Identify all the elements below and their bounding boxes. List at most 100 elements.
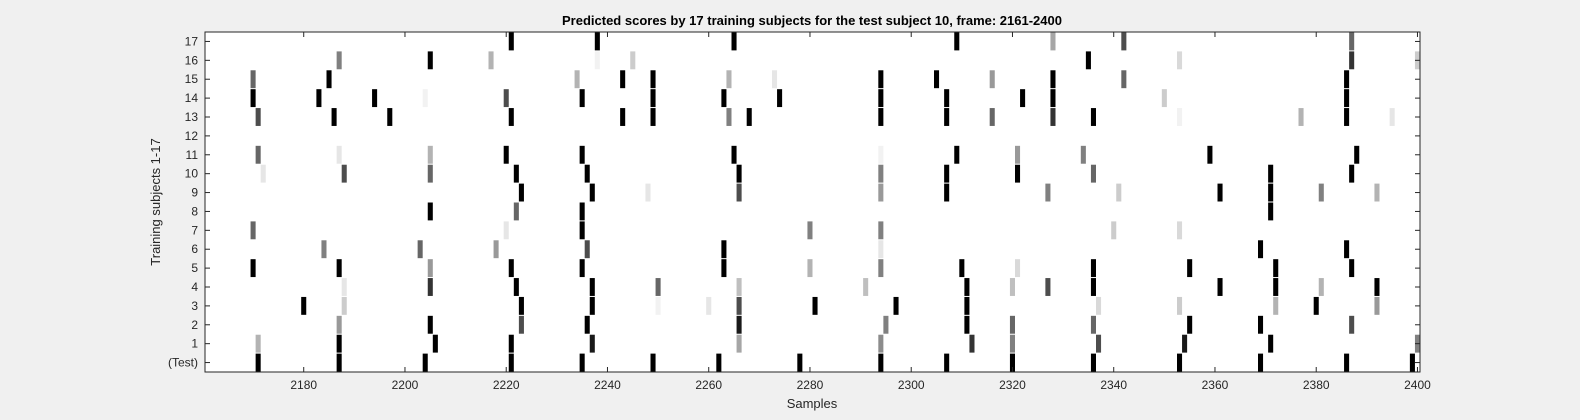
cell-row17-mark6: [1349, 32, 1355, 51]
cell-row7-mark3: [807, 221, 813, 240]
cell-row13-mark4: [620, 108, 626, 126]
cell-row10-mark2: [427, 164, 433, 183]
cell-row9-mark7: [1116, 183, 1122, 202]
cell-row0-mark2: [422, 353, 428, 372]
cell-row0-mark12: [1177, 353, 1183, 372]
cell-row9-mark11: [1374, 183, 1380, 202]
cell-row14-mark4: [503, 89, 509, 108]
cell-row3-mark5: [706, 296, 712, 315]
cell-row3-mark1: [341, 296, 347, 315]
cell-row17-mark0: [508, 32, 514, 51]
cell-row14-mark2: [372, 89, 378, 108]
cell-row1-mark0: [255, 334, 261, 353]
cell-row15-mark11: [1121, 70, 1127, 89]
cell-row4-mark7: [964, 278, 970, 296]
cell-row3-mark10: [1096, 296, 1102, 315]
cell-row14-mark14: [1344, 89, 1350, 108]
cell-row13-mark10: [989, 108, 995, 126]
chart-title: Predicted scores by 17 training subjects…: [562, 13, 1062, 28]
cell-row11-mark11: [1354, 145, 1360, 164]
x-tick-label-11: 2400: [1404, 378, 1431, 392]
cell-row13-mark1: [331, 108, 337, 126]
cell-row6-mark0: [321, 240, 327, 259]
cell-row0-mark6: [716, 353, 722, 372]
cell-row9-mark10: [1318, 183, 1324, 202]
cell-row5-mark1: [336, 259, 342, 278]
cell-row16-mark3: [594, 51, 600, 70]
cell-row4-mark9: [1045, 278, 1051, 296]
cell-row5-mark4: [579, 259, 585, 278]
cell-row10-mark1: [341, 164, 347, 183]
cell-row8-mark3: [1268, 202, 1274, 221]
cell-row16-mark5: [1085, 51, 1091, 70]
cell-row11-mark4: [579, 145, 585, 164]
cell-row10-mark6: [878, 164, 884, 183]
cell-row0-mark9: [944, 353, 950, 372]
cell-row14-mark9: [878, 89, 884, 108]
cell-row9-mark3: [736, 183, 742, 202]
cell-row1-mark8: [1009, 334, 1015, 353]
y-tick-label-0: (Test): [168, 356, 198, 370]
cell-row10-mark11: [1349, 164, 1355, 183]
cell-row15-mark9: [989, 70, 995, 89]
y-tick-label-8: 8: [191, 204, 198, 218]
y-tick-label-7: 7: [191, 223, 198, 237]
cell-row0-mark3: [508, 353, 514, 372]
cell-row4-mark2: [513, 278, 519, 296]
cell-row13-mark0: [255, 108, 261, 126]
cell-row2-mark2: [518, 315, 524, 334]
y-tick-label-17: 17: [185, 34, 199, 48]
cell-row4-mark3: [589, 278, 595, 296]
cell-row3-mark9: [964, 296, 970, 315]
cell-row5-mark11: [1187, 259, 1193, 278]
cell-row9-mark0: [518, 183, 524, 202]
cell-row13-mark6: [726, 108, 732, 126]
cell-row13-mark5: [650, 108, 656, 126]
cell-row15-mark7: [878, 70, 884, 89]
cell-row16-mark0: [336, 51, 342, 70]
y-tick-label-15: 15: [185, 72, 199, 86]
cell-row13-mark12: [1090, 108, 1096, 126]
cell-row3-mark7: [812, 296, 818, 315]
cell-row6-mark1: [417, 240, 423, 259]
cell-row13-mark11: [1050, 108, 1056, 126]
cell-row4-mark4: [655, 278, 661, 296]
cell-row4-mark14: [1374, 278, 1380, 296]
cell-row10-mark4: [584, 164, 590, 183]
cell-row0-mark15: [1409, 353, 1415, 372]
cell-row13-mark3: [508, 108, 514, 126]
cell-row11-mark0: [255, 145, 261, 164]
cell-row0-mark7: [797, 353, 803, 372]
cell-row3-mark12: [1273, 296, 1279, 315]
cell-row16-mark4: [630, 51, 636, 70]
cell-row16-mark1: [427, 51, 433, 70]
y-tick-label-13: 13: [185, 110, 199, 124]
cell-row11-mark9: [1080, 145, 1086, 164]
cell-row17-mark2: [731, 32, 737, 51]
cell-row14-mark10: [944, 89, 950, 108]
cell-row5-mark0: [250, 259, 256, 278]
x-tick-label-1: 2200: [392, 378, 419, 392]
cell-row10-mark9: [1090, 164, 1096, 183]
x-tick-label-10: 2380: [1303, 378, 1330, 392]
x-tick-label-8: 2340: [1100, 378, 1127, 392]
cell-row9-mark9: [1268, 183, 1274, 202]
cell-row2-mark7: [1009, 315, 1015, 334]
plot-background: [205, 32, 1420, 372]
cell-row3-mark13: [1313, 296, 1319, 315]
cell-row6-mark2: [493, 240, 499, 259]
cell-row11-mark10: [1207, 145, 1213, 164]
cell-row7-mark1: [503, 221, 509, 240]
cell-row3-mark14: [1374, 296, 1380, 315]
y-tick-label-16: 16: [185, 53, 199, 67]
cell-row4-mark5: [736, 278, 742, 296]
cell-row1-mark1: [336, 334, 342, 353]
cell-row4-mark12: [1273, 278, 1279, 296]
cell-row17-mark4: [1050, 32, 1056, 51]
cell-row6-mark3: [584, 240, 590, 259]
cell-row8-mark1: [513, 202, 519, 221]
cell-row9-mark6: [1045, 183, 1051, 202]
cell-row0-mark13: [1258, 353, 1264, 372]
cell-row14-mark6: [650, 89, 656, 108]
